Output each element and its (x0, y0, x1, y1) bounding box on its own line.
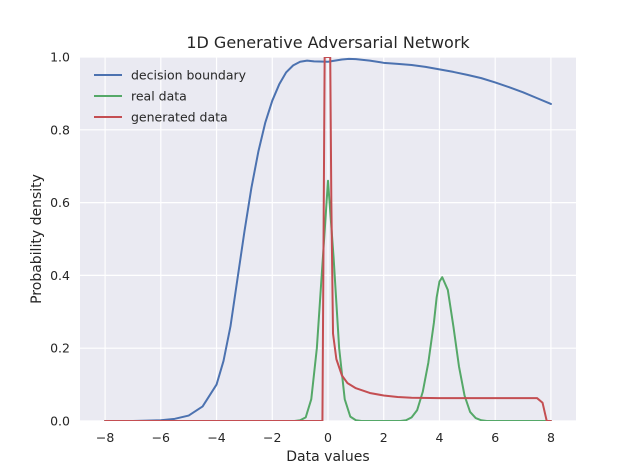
series-line-3 (104, 57, 552, 421)
y-tick-label: 0.8 (50, 122, 70, 137)
x-tick-label: 2 (380, 430, 388, 445)
y-axis-label: Probability density (29, 174, 45, 304)
series-line-1 (104, 57, 552, 421)
x-axis-ticks: −8 −6 −4 −2 0 2 4 6 8 (96, 430, 555, 445)
y-tick-label: 0.2 (50, 341, 70, 356)
series-layer (104, 57, 552, 421)
x-tick-label: 6 (491, 430, 499, 445)
x-tick-label: 4 (435, 430, 443, 445)
x-tick-label: 8 (547, 430, 555, 445)
x-tick-label: −4 (207, 430, 225, 445)
x-tick-label: −6 (152, 430, 170, 445)
x-tick-label: 0 (324, 430, 332, 445)
y-tick-label: 1.0 (50, 50, 70, 65)
series-line-2 (104, 179, 552, 421)
legend-label: real data (131, 89, 187, 104)
y-axis-ticks: 0.0 0.2 0.4 0.6 0.8 1.0 (50, 50, 70, 429)
legend-label: generated data (131, 110, 228, 125)
x-tick-label: −8 (96, 430, 114, 445)
chart-title: 1D Generative Adversarial Network (186, 33, 470, 52)
y-tick-label: 0.0 (50, 414, 70, 429)
x-tick-label: −2 (263, 430, 281, 445)
y-tick-label: 0.4 (50, 268, 70, 283)
legend-label: decision boundary (131, 68, 247, 83)
y-tick-label: 0.6 (50, 195, 70, 210)
x-axis-label: Data values (286, 449, 369, 465)
legend: decision boundary real data generated data (94, 68, 247, 125)
